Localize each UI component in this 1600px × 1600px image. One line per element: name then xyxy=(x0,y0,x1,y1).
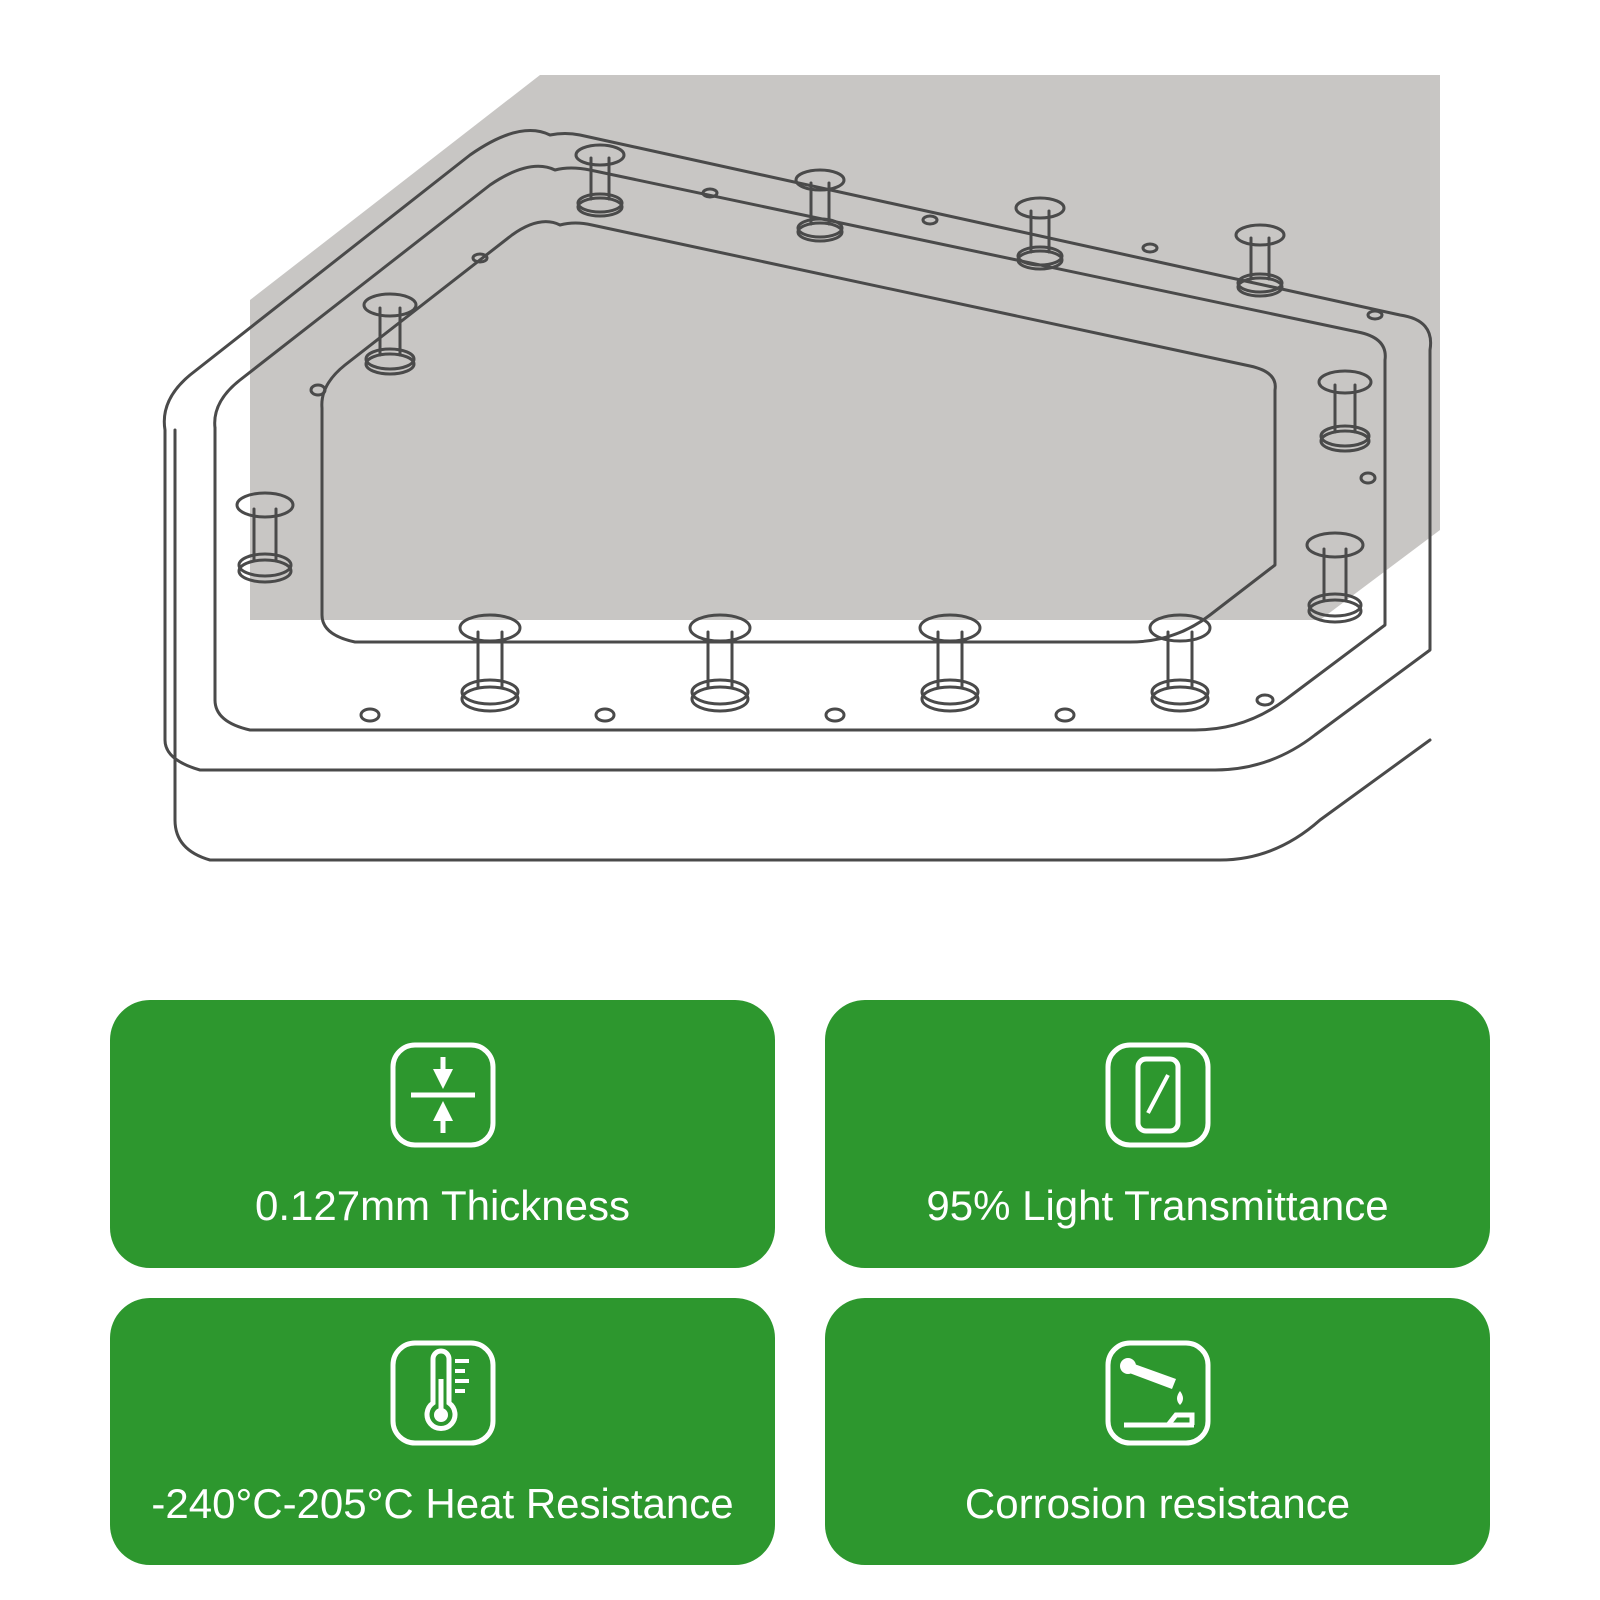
card-thickness: 0.127mm Thickness xyxy=(110,1000,775,1268)
film-sheet xyxy=(250,75,1440,620)
feature-cards: 0.127mm Thickness 95% Light Transmittanc… xyxy=(110,1000,1490,1565)
card-light-label: 95% Light Transmittance xyxy=(926,1180,1388,1233)
card-thickness-label: 0.127mm Thickness xyxy=(255,1180,630,1233)
card-light: 95% Light Transmittance xyxy=(825,1000,1490,1268)
card-heat: -240°C-205°C Heat Resistance xyxy=(110,1298,775,1566)
product-diagram xyxy=(120,60,1480,940)
card-corrosion-label: Corrosion resistance xyxy=(965,1478,1350,1531)
corrosion-icon xyxy=(1098,1333,1218,1453)
card-heat-label: -240°C-205°C Heat Resistance xyxy=(151,1478,733,1531)
card-corrosion: Corrosion resistance xyxy=(825,1298,1490,1566)
light-icon xyxy=(1098,1035,1218,1155)
heat-icon xyxy=(383,1333,503,1453)
thickness-icon xyxy=(383,1035,503,1155)
